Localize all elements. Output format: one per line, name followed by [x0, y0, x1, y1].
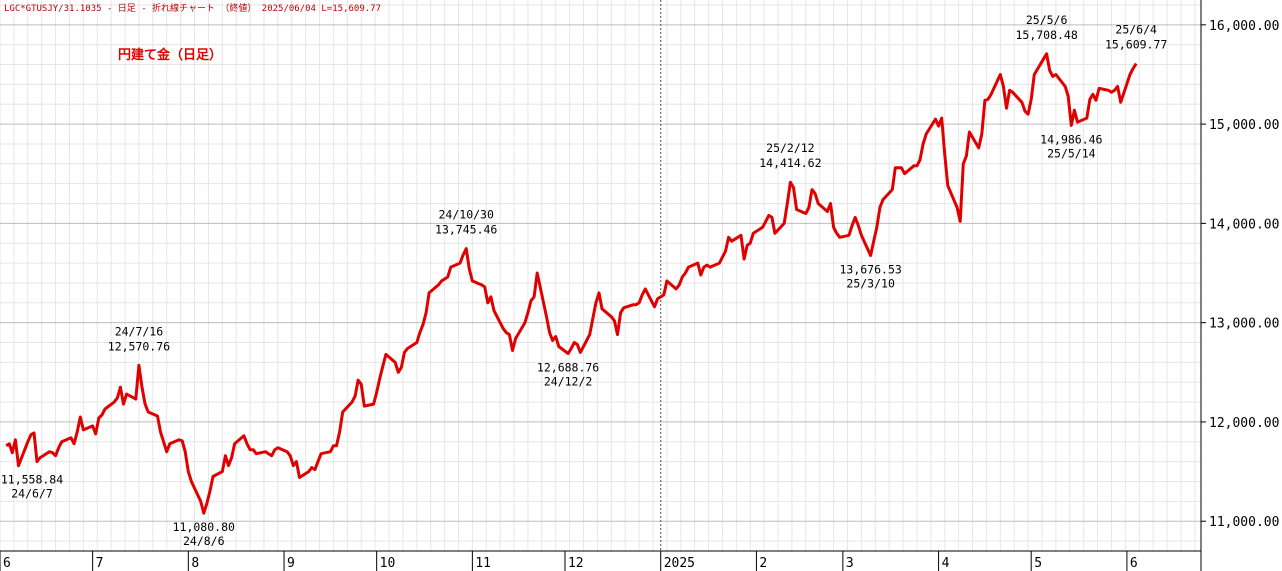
grid: [0, 0, 1201, 551]
x-tick-label: 6: [1130, 556, 1138, 571]
annotation-label-line2: 14,414.62: [759, 156, 821, 170]
annotation-label-line2: 15,609.77: [1105, 38, 1167, 52]
x-tick-label: 4: [942, 556, 950, 571]
annotation-label-line1: 12,688.76: [537, 361, 599, 375]
annotation-label-line1: 11,080.80: [173, 520, 235, 534]
y-tick-label: 14,000.00: [1209, 217, 1279, 232]
x-tick-label: 2025: [664, 556, 695, 571]
x-tick-label: 7: [96, 556, 104, 571]
x-tick-label: 8: [191, 556, 199, 571]
y-tick-label: 13,000.00: [1209, 317, 1279, 332]
annotation-label-line1: 13,676.53: [839, 262, 901, 276]
x-tick-label: 11: [475, 556, 491, 571]
x-tick-label: 10: [380, 556, 396, 571]
annotation-label-line2: 24/8/6: [183, 534, 225, 548]
y-tick-label: 16,000.00: [1209, 19, 1279, 34]
annotation-label-line1: 24/10/30: [439, 208, 494, 222]
x-tick-label: 12: [568, 556, 584, 571]
annotation-label-line2: 12,570.76: [108, 339, 170, 353]
chart-header: LGC*GTUSJY/31.1035 - 日足 - 折れ線チャート （終値） 2…: [4, 2, 381, 14]
x-tick-label: 9: [287, 556, 295, 571]
annotation-label-line2: 25/5/14: [1047, 146, 1096, 160]
y-tick-label: 12,000.00: [1209, 416, 1279, 431]
annotation-label-line2: 13,745.46: [435, 223, 497, 237]
annotation-label-line1: 25/5/6: [1026, 13, 1068, 27]
x-tick-label: 2: [759, 556, 767, 571]
chart-title: 円建て金（日足）: [118, 47, 222, 63]
y-tick-label: 11,000.00: [1209, 515, 1279, 530]
annotation-label-line2: 24/12/2: [544, 375, 592, 389]
annotation-label-line1: 24/7/16: [115, 324, 164, 338]
x-tick-label: 3: [846, 556, 854, 571]
price-series-line: [5, 52, 1138, 515]
annotation-label-line1: 14,986.46: [1040, 132, 1102, 146]
annotation-label-line1: 11,558.84: [1, 473, 63, 487]
annotation-label-line1: 25/6/4: [1115, 23, 1157, 37]
x-tick-label: 6: [3, 556, 11, 571]
annotation-label-line2: 25/3/10: [846, 276, 895, 290]
extreme-annotation: 25/5/615,708.48: [1015, 13, 1077, 42]
extreme-annotation: 25/6/415,609.77: [1105, 23, 1167, 52]
annotation-label-line1: 25/2/12: [766, 141, 814, 155]
x-tick-label: 5: [1034, 556, 1042, 571]
annotation-label-line2: 15,708.48: [1015, 28, 1077, 42]
annotation-label-line2: 24/6/7: [11, 487, 53, 501]
y-tick-label: 15,000.00: [1209, 118, 1279, 133]
